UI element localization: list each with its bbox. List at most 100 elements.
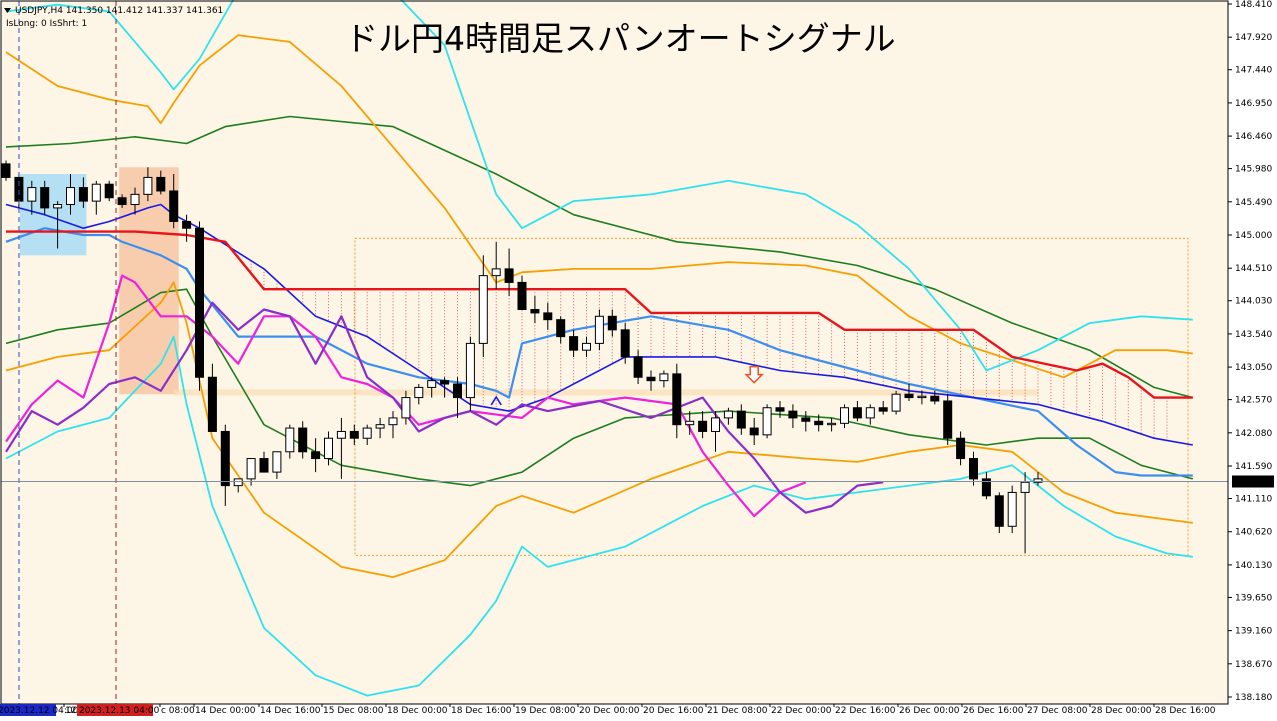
candle-body [904, 393, 914, 399]
x-tick-label: 20 Dec 16:00 [643, 706, 704, 716]
plot-area [1, 1, 1228, 704]
x-tick-label: 22 Dec 16:00 [835, 706, 896, 716]
candle-body [401, 397, 411, 419]
range-box-rect [354, 237, 1189, 556]
y-tick-label: 141.110 [1235, 495, 1272, 505]
x-tick-label: 15 Dec 08:00 [323, 706, 384, 716]
candle-body [840, 407, 849, 424]
candle-body [285, 427, 295, 453]
x-tick-label: 22 Dec 00:00 [771, 706, 832, 716]
candle-body [491, 268, 501, 277]
band-green-lower [5, 288, 1194, 487]
candle-body [66, 187, 75, 206]
x-tick-label: 28 Dec 00:00 [1091, 706, 1152, 716]
candle-body [324, 437, 333, 460]
candle-body [788, 410, 798, 419]
candle-body [336, 430, 346, 439]
y-tick-label: 145.490 [1235, 198, 1272, 208]
candle-body [182, 220, 192, 229]
candle-body [169, 190, 179, 222]
x-tick-label: 26 Dec 16:00 [963, 706, 1024, 716]
x-label-highlight-red [77, 704, 153, 716]
candle-body [607, 315, 617, 331]
y-tick-label: 147.920 [1235, 33, 1272, 43]
candle-body [620, 329, 630, 358]
candle-body [582, 342, 591, 351]
candle-body [981, 478, 991, 497]
x-tick-label: 20 Dec 00:00 [579, 706, 640, 716]
candle-body [143, 176, 153, 195]
candle-body [298, 427, 308, 453]
span-hatch [237, 252, 1168, 441]
candle-body [427, 380, 437, 388]
candle-body [156, 176, 166, 192]
candle-body [878, 407, 888, 412]
candle-body [130, 193, 140, 206]
overlay [1, 1, 1228, 704]
x-tick-label: 2023.12.13 04:00 [79, 706, 160, 716]
candle-body [362, 427, 372, 439]
y-tick-label: 142.570 [1235, 396, 1272, 406]
candle-body [1007, 491, 1017, 527]
y-tick-label: 147.440 [1235, 66, 1272, 76]
candle-body [414, 386, 424, 399]
candle-body [220, 430, 230, 487]
candle-body [749, 427, 759, 436]
candle-body [530, 309, 540, 314]
x-tick-label: c 08:00 [161, 706, 195, 716]
candle-body [104, 183, 114, 199]
plot-border [0, 0, 1229, 705]
x-tick-label: 14 Dec 16:00 [260, 706, 321, 716]
candle-body [349, 430, 359, 439]
candle-body [801, 417, 811, 422]
sma-line [5, 227, 1193, 477]
y-tick-label: 145.980 [1235, 165, 1272, 175]
y-tick-label: 141.590 [1235, 462, 1272, 472]
candle-body [517, 281, 527, 311]
candle-body [117, 197, 127, 206]
level-band [173, 389, 1038, 396]
y-tick-label: 138.180 [1235, 693, 1272, 703]
candle-body [207, 376, 217, 432]
x-label-highlight-blue [0, 704, 56, 716]
candle-body [259, 458, 269, 473]
y-tick-label: 146.460 [1235, 132, 1272, 142]
y-tick-label: 148.410 [1235, 0, 1272, 10]
symbol-info: USDJPY,H4 141.350 141.412 141.337 141.36… [15, 6, 223, 16]
x-tick-label: 12 [65, 706, 76, 716]
candle-body [762, 407, 772, 436]
candle-body [891, 393, 901, 412]
y-tick-label: 145.000 [1235, 231, 1272, 241]
candle-body [917, 395, 927, 399]
menu-triangle-icon[interactable] [4, 8, 11, 13]
x-tick-label: 14 Dec 00:00 [195, 706, 256, 716]
candle-body [1033, 478, 1043, 483]
candle-body [27, 187, 37, 202]
candle-body [672, 373, 682, 426]
y-tick-label: 143.050 [1235, 363, 1272, 373]
y-axis: 148.410 147.920 147.440 146.950 146.460 145.9… [1228, 0, 1274, 703]
band-green-upper [5, 115, 1194, 399]
candle-body [388, 417, 398, 426]
y-tick-label: 143.540 [1235, 330, 1272, 340]
candle-body [827, 422, 837, 426]
candle-body [465, 342, 475, 399]
buy-marker-icon [490, 395, 502, 406]
chart-title: ドル円4時間足スパンオートシグナル [345, 19, 896, 58]
y-tick-label: 140.130 [1235, 561, 1272, 571]
candle-body [659, 373, 669, 382]
x-tick-label: 2023.12.12 04:00 [0, 706, 79, 716]
candle-body [943, 400, 953, 439]
x-tick-label: 18 Dec 16:00 [451, 706, 512, 716]
candle-body [14, 176, 24, 202]
candle-body [633, 356, 643, 378]
candle-body [852, 407, 862, 419]
candle-body [440, 380, 450, 385]
candle-body [246, 458, 256, 480]
candle-body [698, 420, 708, 432]
range-box [354, 237, 1189, 556]
y-tick-label: 146.950 [1235, 99, 1272, 109]
candle-body [556, 319, 566, 338]
band-cyan-lower [5, 335, 1193, 697]
